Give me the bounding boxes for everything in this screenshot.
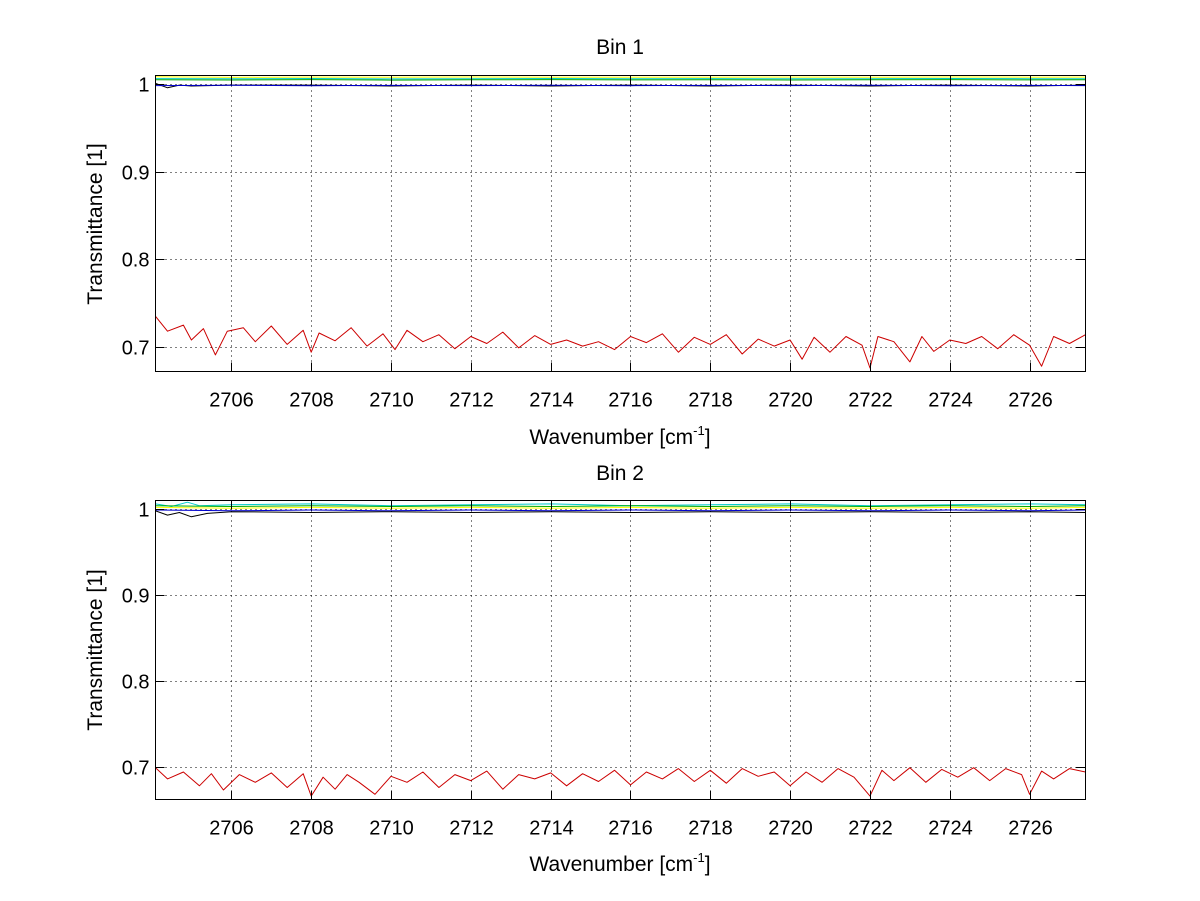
x-tick-label: 2724 xyxy=(928,390,973,412)
x-axis-label-end: ] xyxy=(705,853,711,876)
x-tick-label: 2726 xyxy=(1008,818,1053,840)
axes-frame xyxy=(155,500,1086,800)
tick-layer: 2706 2708 2710 2712 2714 2716 2718 2720 2722 2724… xyxy=(122,500,1086,840)
y-axis-label: Transmittance [1] xyxy=(84,569,107,730)
x-tick-label: 2720 xyxy=(768,390,813,412)
x-axis-label: Wavenumber [cm-1] xyxy=(529,423,710,449)
x-tick-label: 2708 xyxy=(289,390,334,412)
y-tick-label: 0.9 xyxy=(122,163,150,185)
x-tick-label: 2708 xyxy=(289,818,334,840)
y-tick-label: 0.8 xyxy=(122,672,150,694)
series-line xyxy=(155,501,1086,507)
series-line xyxy=(155,506,1086,509)
y-tick-label: 1 xyxy=(138,500,149,522)
series-line xyxy=(155,79,1086,81)
x-tick-label: 2706 xyxy=(209,390,254,412)
x-tick-label: 2714 xyxy=(529,818,574,840)
series-line xyxy=(155,767,1086,797)
y-axis-label: Transmittance [1] xyxy=(84,143,107,304)
chart-title: Bin 1 xyxy=(596,36,644,59)
x-tick-label: 2716 xyxy=(608,390,653,412)
x-tick-label: 2722 xyxy=(848,818,893,840)
x-axis-label-end: ] xyxy=(705,426,711,449)
series-line xyxy=(155,509,1086,512)
x-axis-label-superscript: -1 xyxy=(693,423,705,438)
series-line xyxy=(155,505,1086,507)
y-tick-label: 1 xyxy=(138,75,149,97)
x-tick-label: 2712 xyxy=(449,818,494,840)
x-tick-label: 2718 xyxy=(688,818,733,840)
x-axis-label-superscript: -1 xyxy=(693,850,705,865)
x-axis-label-main: Wavenumber [cm xyxy=(529,426,693,449)
series-layer xyxy=(155,501,1086,797)
chart-panel-bin-1: 2706 2708 2710 2712 2714 2716 2718 2720 2722 2724… xyxy=(84,36,1086,449)
x-tick-label: 2710 xyxy=(369,818,414,840)
x-tick-label: 2712 xyxy=(449,390,494,412)
x-tick-label: 2706 xyxy=(209,818,254,840)
y-tick-label: 0.8 xyxy=(122,250,150,272)
y-tick-label: 0.7 xyxy=(122,758,150,780)
x-tick-label: 2710 xyxy=(369,390,414,412)
grid-layer xyxy=(155,75,1086,372)
y-tick-label: 0.7 xyxy=(122,338,150,360)
x-axis-label-main: Wavenumber [cm xyxy=(529,853,693,876)
x-axis-label: Wavenumber [cm-1] xyxy=(529,850,710,876)
tick-layer: 2706 2708 2710 2712 2714 2716 2718 2720 2722 2724… xyxy=(122,75,1086,412)
y-tick-label: 0.9 xyxy=(122,586,150,608)
axes-frame xyxy=(155,75,1086,372)
chart-panel-bin-2: 2706 2708 2710 2712 2714 2716 2718 2720 2722 2724… xyxy=(84,462,1086,876)
series-line xyxy=(155,76,1086,78)
x-tick-label: 2726 xyxy=(1008,390,1053,412)
x-tick-label: 2724 xyxy=(928,818,973,840)
series-line xyxy=(155,315,1086,369)
series-layer xyxy=(155,76,1086,369)
grid-layer xyxy=(155,500,1086,800)
x-tick-label: 2722 xyxy=(848,390,893,412)
x-tick-label: 2720 xyxy=(768,818,813,840)
x-tick-label: 2718 xyxy=(688,390,733,412)
series-line xyxy=(155,510,1086,518)
x-tick-label: 2716 xyxy=(608,818,653,840)
x-tick-label: 2714 xyxy=(529,390,574,412)
chart-title: Bin 2 xyxy=(596,462,644,485)
